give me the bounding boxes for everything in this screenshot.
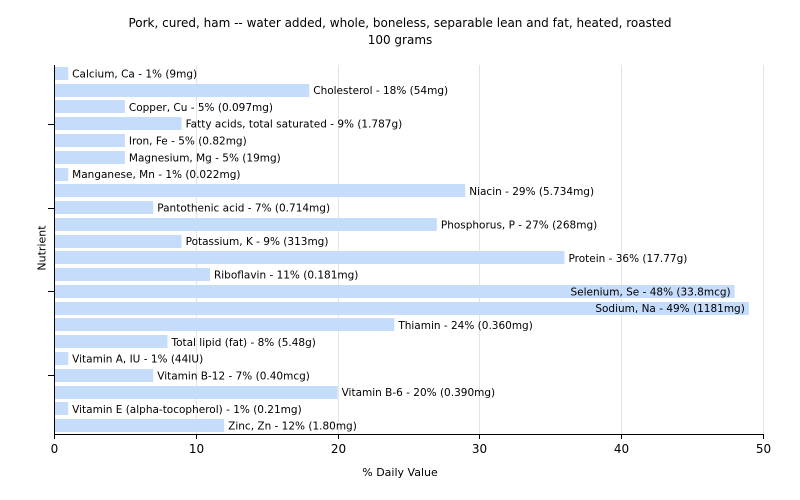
bars: Calcium, Ca - 1% (9mg) Cholesterol - 18% … [55,67,749,433]
bar [55,117,182,130]
x-tick-label: 20 [331,442,346,456]
grid-lines [196,65,764,434]
data-label: Potassium, K - 9% (313mg) [186,236,329,248]
data-label: Magnesium, Mg - 5% (19mg) [129,152,281,164]
bar [55,268,210,281]
bar [55,318,395,331]
bar [55,134,125,147]
x-tick-label: 0 [51,442,59,456]
bar [55,419,225,432]
bar [55,251,565,264]
bar [55,335,168,348]
bar [55,352,69,365]
x-tick-label: 50 [756,442,771,456]
bar [55,100,125,113]
data-label: Cholesterol - 18% (54mg) [313,85,448,97]
data-label: Fatty acids, total saturated - 9% (1.787… [186,119,403,131]
y-axis-label: Nutrient [35,225,49,271]
data-label: Riboflavin - 11% (0.181mg) [214,270,358,282]
bar [55,402,69,415]
data-label: Sodium, Na - 49% (1181mg) [595,303,744,315]
data-label: Selenium, Se - 48% (33.8mcg) [570,286,730,298]
data-label: Total lipid (fat) - 8% (5.48g) [170,337,315,349]
data-label: Protein - 36% (17.77g) [568,253,687,265]
bar [55,201,154,214]
data-label: Zinc, Zn - 12% (1.80mg) [228,421,357,433]
data-label: Niacin - 29% (5.734mg) [469,186,594,198]
bar [55,184,466,197]
bar [55,67,69,80]
chart-title: Pork, cured, ham -- water added, whole, … [128,16,672,30]
bar [55,302,749,315]
bar [55,386,338,399]
data-label: Copper, Cu - 5% (0.097mg) [129,102,273,114]
bar [55,218,437,231]
x-tick-label: 40 [614,442,629,456]
bar [55,369,154,382]
data-label: Manganese, Mn - 1% (0.022mg) [72,169,240,181]
x-axis-label: % Daily Value [362,466,438,479]
data-label: Pantothenic acid - 7% (0.714mg) [157,203,330,215]
bar [55,285,735,298]
data-label: Calcium, Ca - 1% (9mg) [72,68,197,80]
chart-subtitle: 100 grams [367,33,433,47]
data-label: Iron, Fe - 5% (0.82mg) [129,135,247,147]
bar [55,168,69,181]
data-label: Vitamin B-12 - 7% (0.40mcg) [157,370,310,382]
data-label: Thiamin - 24% (0.360mg) [397,320,533,332]
x-tick-label: 10 [189,442,204,456]
bar [55,84,310,97]
data-label: Phosphorus, P - 27% (268mg) [441,219,597,231]
axes: 0 10 20 30 40 50 [48,65,771,456]
data-label: Vitamin E (alpha-tocopherol) - 1% (0.21m… [72,404,302,416]
bar [55,235,182,248]
x-tick-label: 30 [472,442,487,456]
data-label: Vitamin B-6 - 20% (0.390mg) [342,387,496,399]
data-label: Vitamin A, IU - 1% (44IU) [72,354,203,366]
bar [55,151,125,164]
